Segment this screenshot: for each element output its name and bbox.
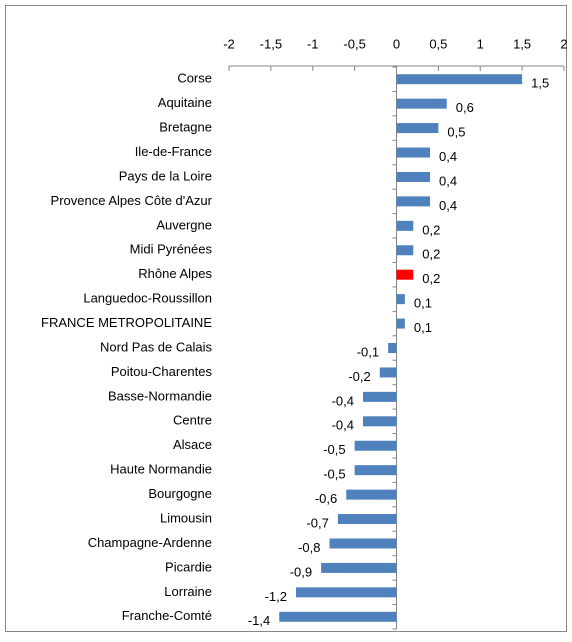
y-tick-label: Languedoc-Roussillon (83, 291, 212, 306)
data-label: -0,5 (323, 442, 345, 457)
bar (379, 367, 397, 378)
bar (337, 514, 397, 525)
x-tick-label: -1 (307, 36, 319, 51)
data-label: 0,5 (447, 125, 465, 140)
y-tick-label: Franche-Comté (122, 608, 212, 623)
y-tick-label: Haute Normandie (110, 462, 212, 477)
chart-border (5, 5, 567, 632)
data-label: -0,4 (332, 393, 354, 408)
y-tick-label: Lorraine (164, 584, 212, 599)
bar (396, 220, 414, 231)
bar (279, 611, 397, 622)
y-tick-label: Rhône Alpes (138, 266, 212, 281)
bar (296, 587, 397, 598)
bar (363, 391, 397, 402)
data-label: 0,4 (439, 198, 457, 213)
data-label: 0,1 (414, 320, 432, 335)
data-label: -0,7 (306, 515, 328, 530)
data-label: 0,2 (422, 271, 440, 286)
data-label: -1,2 (265, 589, 287, 604)
bar (396, 196, 430, 207)
data-label: 0,1 (414, 296, 432, 311)
bar (329, 538, 397, 549)
bar (388, 343, 397, 353)
y-tick-label: Champagne-Ardenne (88, 535, 212, 550)
data-label: 0,2 (422, 247, 440, 262)
y-tick-label: Ile-de-France (135, 144, 212, 159)
bar (396, 74, 523, 85)
y-tick-label: Bourgogne (148, 486, 212, 501)
data-label: 0,6 (456, 100, 474, 115)
y-tick-label: Provence Alpes Côte d'Azur (51, 193, 213, 208)
data-label: -0,8 (298, 540, 320, 555)
x-tick-label: 1,5 (513, 36, 531, 51)
bar (396, 171, 430, 182)
y-tick-label: Auvergne (156, 217, 212, 232)
data-label: -0,5 (323, 467, 345, 482)
x-tick-label: 2 (560, 36, 567, 51)
bar (396, 294, 405, 305)
y-tick-label: Midi Pyrénées (130, 242, 213, 257)
y-tick-label: Pays de la Loire (119, 168, 212, 183)
bar (396, 147, 430, 158)
y-tick-label: Aquitaine (158, 95, 212, 110)
bar (354, 465, 397, 476)
bar (396, 269, 414, 280)
data-label: 1,5 (531, 76, 549, 91)
data-label: -0,1 (357, 344, 379, 359)
y-tick-label: Limousin (160, 510, 212, 525)
x-tick-label: -2 (223, 36, 235, 51)
bar (354, 440, 397, 451)
y-tick-label: Nord Pas de Calais (100, 339, 212, 354)
data-label: 0,4 (439, 149, 457, 164)
y-tick-label: FRANCE METROPOLITAINE (41, 315, 212, 330)
bar (396, 245, 414, 256)
bar (363, 416, 397, 427)
y-tick-label: Corse (177, 71, 212, 86)
x-tick-label: 1 (477, 36, 484, 51)
bar (396, 98, 447, 109)
x-tick-label: -1,5 (260, 36, 282, 51)
bar (396, 123, 439, 134)
y-tick-label: Poitou-Charentes (111, 364, 213, 379)
y-tick-label: Basse-Normandie (108, 388, 212, 403)
y-tick-label: Picardie (165, 559, 212, 574)
data-label: -0,2 (348, 369, 370, 384)
data-label: -0,9 (290, 564, 312, 579)
data-label: -1,4 (248, 613, 270, 628)
y-tick-label: Alsace (173, 437, 212, 452)
data-label: -0,4 (332, 418, 354, 433)
bar (396, 318, 405, 329)
bar (321, 562, 397, 573)
y-tick-label: Bretagne (159, 120, 212, 135)
data-label: -0,6 (315, 491, 337, 506)
data-label: 0,4 (439, 173, 457, 188)
data-label: 0,2 (422, 222, 440, 237)
x-tick-label: 0,5 (429, 36, 447, 51)
x-tick-label: 0 (393, 36, 400, 51)
y-tick-label: Centre (173, 413, 212, 428)
x-tick-label: -0,5 (343, 36, 365, 51)
bar (346, 489, 397, 500)
